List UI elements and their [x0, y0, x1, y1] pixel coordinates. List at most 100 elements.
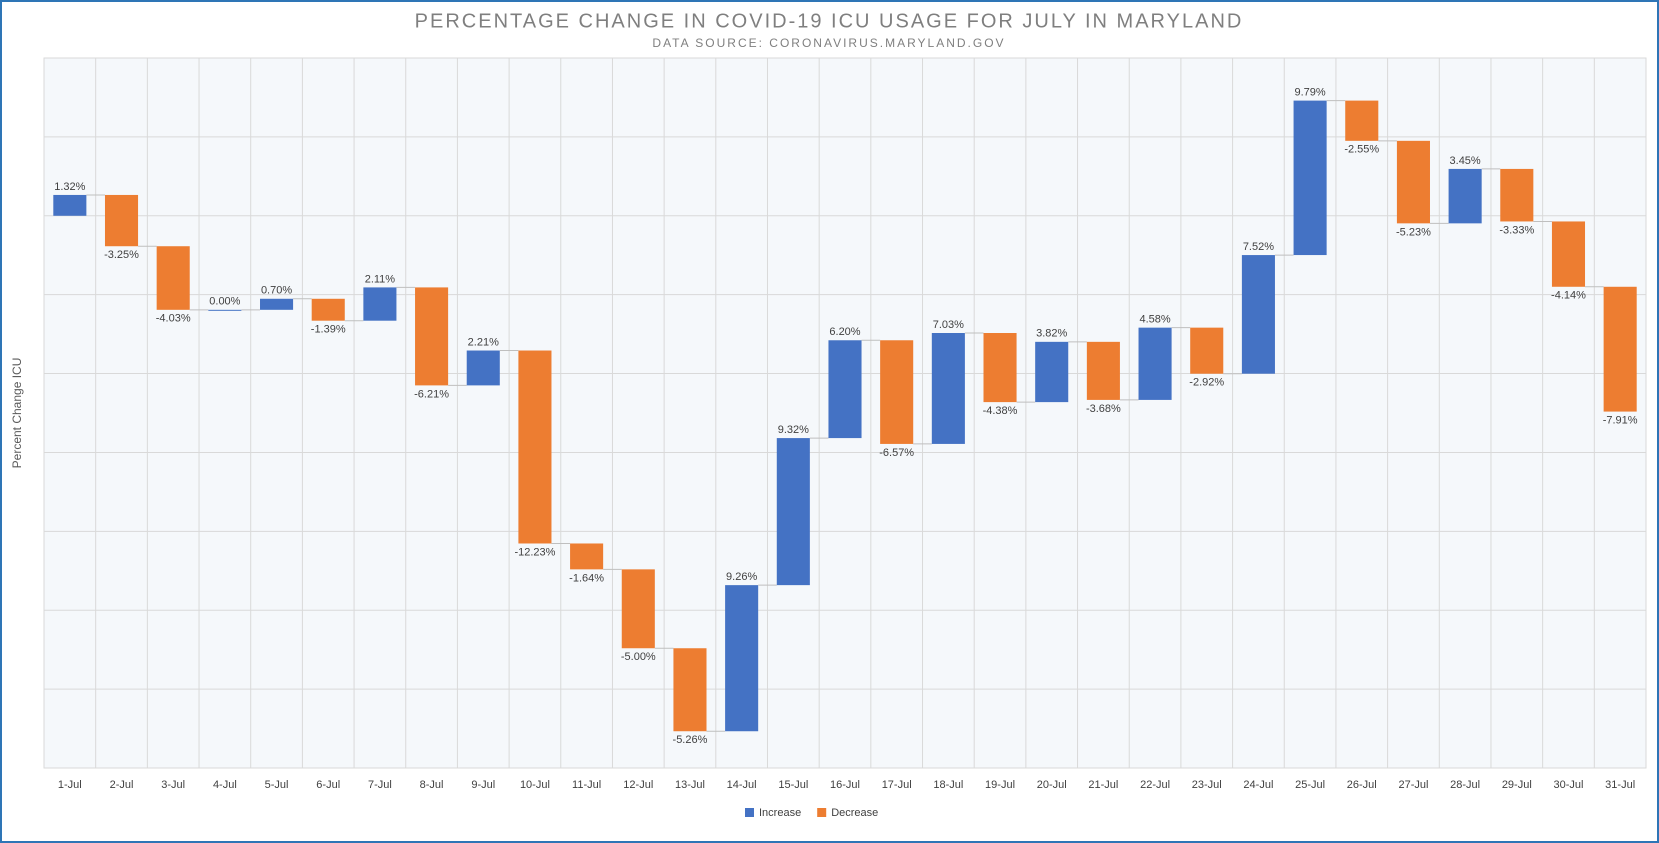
data-label: 1.32%	[54, 181, 85, 193]
x-tick-label: 9-Jul	[471, 779, 495, 791]
x-tick-label: 3-Jul	[161, 779, 185, 791]
bar	[363, 287, 397, 321]
bar	[260, 298, 294, 310]
x-tick-label: 17-Jul	[882, 779, 912, 791]
bar	[466, 350, 500, 386]
data-label: -5.26%	[673, 734, 708, 746]
bar	[931, 333, 965, 444]
legend-swatch	[745, 808, 754, 817]
data-label: -5.23%	[1396, 226, 1431, 238]
x-tick-label: 13-Jul	[675, 779, 705, 791]
chart-subtitle: DATA SOURCE: CORONAVIRUS.MARYLAND.GOV	[652, 36, 1005, 50]
x-tick-label: 23-Jul	[1192, 779, 1222, 791]
x-tick-label: 29-Jul	[1502, 779, 1532, 791]
data-label: -4.38%	[983, 405, 1018, 417]
x-tick-label: 18-Jul	[933, 779, 963, 791]
bar	[415, 287, 449, 386]
x-tick-label: 2-Jul	[110, 779, 134, 791]
bar	[156, 246, 190, 310]
x-tick-label: 19-Jul	[985, 779, 1015, 791]
x-tick-label: 7-Jul	[368, 779, 392, 791]
chart-title: PERCENTAGE CHANGE IN COVID-19 ICU USAGE …	[415, 10, 1244, 32]
x-tick-label: 6-Jul	[316, 779, 340, 791]
x-tick-label: 5-Jul	[265, 779, 289, 791]
bar	[1396, 140, 1430, 224]
x-tick-label: 24-Jul	[1243, 779, 1273, 791]
x-tick-label: 14-Jul	[727, 779, 757, 791]
bar	[53, 194, 87, 216]
bar	[104, 194, 139, 247]
legend-label: Decrease	[831, 807, 878, 819]
data-label: 7.52%	[1243, 241, 1274, 253]
bar	[1500, 168, 1534, 222]
data-label: 9.32%	[778, 424, 809, 436]
x-tick-label: 11-Jul	[572, 779, 601, 791]
x-tick-label: 25-Jul	[1295, 779, 1325, 791]
x-tick-label: 1-Jul	[58, 779, 82, 791]
x-tick-label: 28-Jul	[1450, 779, 1480, 791]
bar	[983, 333, 1017, 403]
bar	[1035, 341, 1069, 403]
bar	[518, 350, 552, 544]
data-label: -4.03%	[156, 313, 191, 325]
legend-swatch	[817, 808, 827, 817]
x-tick-label: 26-Jul	[1347, 779, 1377, 791]
data-label: 0.70%	[261, 285, 292, 297]
bar	[1241, 255, 1275, 374]
data-label: -6.57%	[879, 447, 914, 459]
data-label: 3.45%	[1450, 155, 1481, 167]
x-tick-label: 22-Jul	[1140, 779, 1170, 791]
data-label: -4.14%	[1551, 290, 1586, 302]
data-label: 2.11%	[365, 273, 396, 285]
bar	[880, 340, 914, 444]
bar	[725, 585, 759, 732]
bar	[1448, 168, 1482, 224]
bar	[1293, 100, 1327, 256]
bar	[208, 309, 242, 311]
x-tick-label: 31-Jul	[1605, 779, 1635, 791]
data-label: 6.20%	[829, 326, 860, 338]
bar	[1138, 327, 1172, 400]
bar	[570, 543, 604, 570]
bar	[621, 569, 655, 649]
data-label: -6.21%	[414, 388, 449, 400]
bar	[828, 340, 862, 439]
data-label: -2.92%	[1189, 377, 1224, 389]
x-tick-label: 10-Jul	[520, 779, 550, 791]
data-label: 9.79%	[1294, 87, 1325, 99]
bar	[311, 298, 345, 321]
bar	[1086, 341, 1120, 400]
data-label: 0.00%	[209, 296, 240, 308]
x-tick-label: 21-Jul	[1088, 779, 1118, 791]
data-label: -3.68%	[1086, 403, 1121, 415]
data-label: -3.33%	[1499, 224, 1534, 236]
bar	[1603, 286, 1637, 412]
data-label: 3.82%	[1036, 328, 1067, 340]
bar	[776, 438, 810, 586]
data-label: 9.26%	[726, 571, 757, 583]
data-label: -2.55%	[1344, 144, 1379, 156]
x-tick-label: 16-Jul	[830, 779, 860, 791]
data-label: -5.00%	[621, 651, 656, 663]
data-label: 2.21%	[468, 336, 499, 348]
x-tick-label: 4-Jul	[213, 779, 237, 791]
x-tick-label: 12-Jul	[623, 779, 653, 791]
data-label: -3.25%	[104, 249, 139, 261]
legend-label: Increase	[759, 807, 801, 819]
bar	[1345, 100, 1379, 141]
data-label: -1.39%	[311, 324, 346, 336]
x-tick-label: 30-Jul	[1553, 779, 1583, 791]
data-label: -12.23%	[514, 546, 555, 558]
data-label: 4.58%	[1139, 314, 1170, 326]
bar	[1551, 221, 1586, 287]
x-tick-label: 8-Jul	[420, 779, 444, 791]
x-tick-label: 20-Jul	[1037, 779, 1067, 791]
x-tick-label: 15-Jul	[778, 779, 808, 791]
bar	[673, 648, 707, 732]
x-tick-label: 27-Jul	[1398, 779, 1428, 791]
bar	[1190, 327, 1224, 374]
data-label: -1.64%	[569, 572, 604, 584]
data-label: 7.03%	[933, 319, 964, 331]
